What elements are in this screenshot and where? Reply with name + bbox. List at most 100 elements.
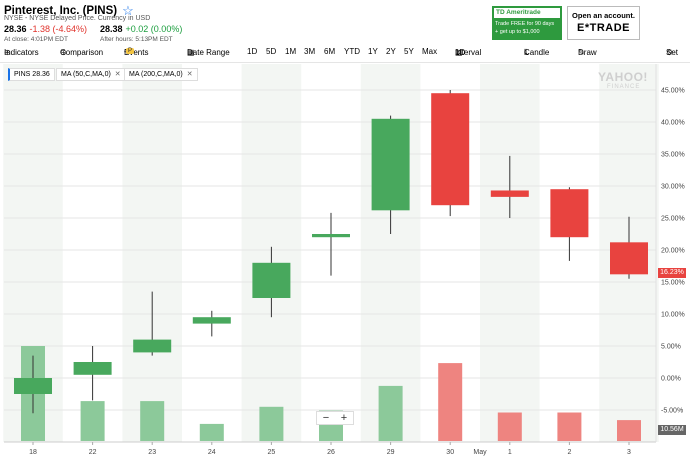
volume-bar — [199, 423, 224, 441]
y-tick-label: 10.00% — [661, 312, 685, 319]
star-icon[interactable]: ☆ — [122, 3, 134, 18]
y-tick-label: 5.00% — [661, 344, 681, 351]
x-tick-label: 1 — [508, 449, 512, 456]
range-1y[interactable]: 1Y — [368, 47, 378, 56]
x-tick-label: 22 — [89, 449, 97, 456]
volume-bar — [259, 406, 284, 441]
zoom-control: − + — [316, 411, 354, 425]
candle-body — [490, 190, 529, 197]
etrade-logo: E*TRADE — [576, 22, 630, 34]
y-tick-label: 20.00% — [661, 248, 685, 255]
etrade-line-1: Open an account. — [572, 11, 635, 20]
volume-bar — [378, 385, 403, 441]
range-ytd[interactable]: YTD — [344, 47, 360, 56]
y-tick-label: 15.00% — [661, 280, 685, 287]
candle-body — [312, 234, 350, 238]
range-5y[interactable]: 5Y — [404, 47, 414, 56]
range-max[interactable]: Max — [422, 47, 438, 56]
after-hours-quote: 28.38 +0.02 (0.00%) — [100, 24, 182, 34]
y-tick-label: 0.00% — [661, 376, 681, 383]
candle-body — [371, 118, 410, 211]
after-price: 28.38 — [100, 24, 123, 34]
candle-body — [252, 262, 291, 298]
close-change: -1.38 (-4.64%) — [29, 24, 88, 34]
after-hours-time: After hours: 5:13PM EDT — [100, 36, 173, 43]
volume-bar — [617, 420, 641, 441]
volume-bar — [438, 363, 463, 441]
plus-circle-icon: ⊕ — [60, 48, 67, 57]
range-1d[interactable]: 1D — [247, 47, 258, 56]
close-price: 28.36 — [4, 24, 27, 34]
candle-body — [431, 93, 470, 206]
gear-icon: ⚙ — [666, 48, 674, 57]
day-band — [480, 64, 540, 442]
ticker-name: Pinterest, Inc. (PINS) — [4, 5, 118, 17]
range-6m[interactable]: 6M — [324, 47, 336, 56]
month-label: May — [473, 449, 487, 456]
x-tick-label: 23 — [148, 449, 156, 456]
quote-header: Pinterest, Inc. (PINS) ☆ NYSE - NYSE Del… — [0, 0, 690, 44]
zoom-out-icon[interactable]: − — [322, 412, 330, 424]
close-icon[interactable]: ✕ — [114, 71, 121, 78]
x-tick-label: 24 — [208, 449, 216, 456]
chevron-down-icon: ⌄ — [524, 48, 531, 57]
y-tick-label: -5.00% — [661, 408, 683, 415]
interval-icon: ▥ — [455, 48, 463, 57]
range-5d[interactable]: 5D — [266, 47, 277, 56]
legend-pins[interactable]: PINS 28.36 — [8, 68, 55, 81]
range-3m[interactable]: 3M — [304, 47, 316, 56]
candle-body — [73, 362, 112, 375]
y-tick-label: 25.00% — [661, 216, 685, 223]
close-time: At close: 4:01PM EDT — [4, 36, 68, 43]
etrade-ad[interactable]: Open an account. E*TRADE — [567, 6, 640, 40]
volume-bar — [497, 412, 522, 441]
volume-tag: 10.56M — [658, 425, 686, 435]
ameritrade-line-2: + get up to $1,000 — [495, 29, 540, 35]
volume-bar — [140, 401, 165, 441]
close-icon[interactable]: ✕ — [186, 71, 193, 78]
plus-circle-icon: ⊕ — [4, 48, 11, 57]
calendar-icon: ▦ — [187, 48, 195, 57]
y-tick-label: 35.00% — [661, 152, 685, 159]
chevron-down-icon: ⌄ — [455, 48, 462, 57]
price-tag: 16.23% — [658, 268, 686, 278]
close-quote: 28.36 -1.38 (-4.64%) — [4, 24, 87, 34]
x-tick-label: 30 — [446, 449, 454, 456]
x-tick-label: 29 — [387, 449, 395, 456]
volume-bar — [557, 412, 582, 441]
pencil-icon: ✎ — [578, 48, 585, 57]
toolbar-divider — [0, 62, 690, 63]
x-tick-label: 26 — [327, 449, 335, 456]
x-tick-label: 3 — [627, 449, 631, 456]
y-tick-label: 45.00% — [661, 88, 685, 95]
events-badge: P — [126, 48, 135, 54]
candle-body — [610, 242, 648, 275]
candle-body — [14, 378, 52, 394]
volume-bar — [80, 401, 105, 441]
x-tick-label: 18 — [29, 449, 37, 456]
candle-body — [550, 189, 589, 238]
x-tick-label: 25 — [268, 449, 276, 456]
y-tick-label: 30.00% — [661, 184, 685, 191]
day-band — [122, 64, 182, 442]
exchange-note: NYSE - NYSE Delayed Price. Currency in U… — [4, 15, 151, 22]
zoom-in-icon[interactable]: + — [340, 412, 348, 424]
quote-title: Pinterest, Inc. (PINS) ☆ — [4, 3, 134, 19]
candle-icon: ⫴ — [524, 48, 528, 57]
y-tick-label: 40.00% — [661, 120, 685, 127]
legend-ma200[interactable]: MA (200,C,MA,0) ✕ — [124, 68, 198, 81]
watermark: YAHOO! — [598, 70, 648, 84]
x-tick-label: 2 — [567, 449, 571, 456]
candle-body — [192, 317, 231, 324]
after-change: +0.02 (0.00%) — [125, 24, 183, 34]
candle-body — [133, 339, 172, 353]
ameritrade-line-1: Trade FREE for 90 days — [495, 21, 555, 27]
ameritrade-logo: TD Ameritrade — [494, 8, 560, 18]
watermark-sub: FINANCE — [607, 84, 641, 90]
range-2y[interactable]: 2Y — [386, 47, 396, 56]
ameritrade-ad[interactable]: TD Ameritrade Trade FREE for 90 days + g… — [492, 6, 562, 40]
range-1m[interactable]: 1M — [285, 47, 297, 56]
legend-ma50[interactable]: MA (50,C,MA,0) ✕ — [56, 68, 126, 81]
